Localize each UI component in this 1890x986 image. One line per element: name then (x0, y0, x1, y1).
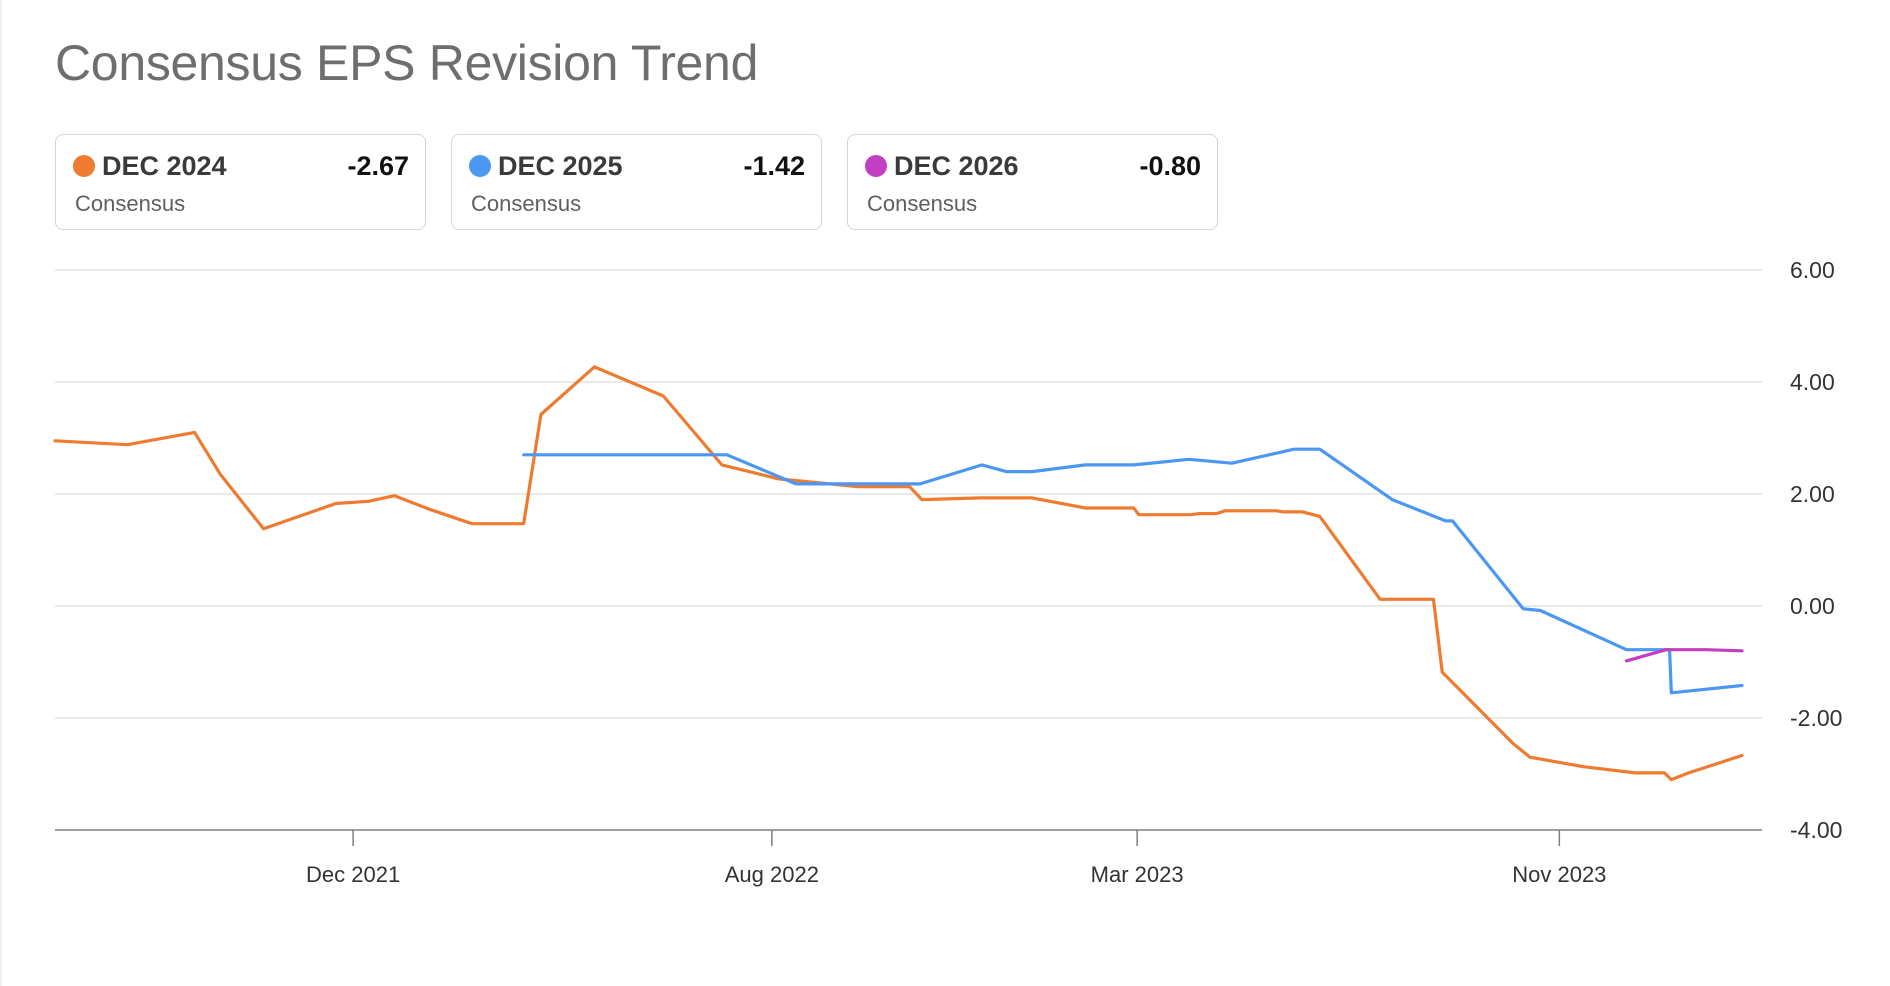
legend-series-name: DEC 2025 (498, 151, 623, 181)
y-tick-label: -2.00 (1790, 705, 1842, 731)
chart-title: Consensus EPS Revision Trend (55, 35, 759, 91)
left-edge-border (0, 0, 2, 986)
x-axis: Dec 2021 Aug 2022 Mar 2023 Nov 2023 (306, 830, 1606, 887)
legend-series-subtitle: Consensus (471, 191, 582, 216)
y-tick-label: 0.00 (1790, 593, 1835, 619)
series-color-dot-icon (73, 155, 95, 177)
legend-series-name: DEC 2026 (894, 151, 1019, 181)
y-tick-label: -4.00 (1790, 817, 1842, 843)
legend-series-value: -0.80 (1139, 151, 1201, 181)
series-line-dec-2024[interactable] (53, 365, 1744, 782)
x-tick-label: Aug 2022 (725, 862, 819, 887)
series-line-dec-2026[interactable] (1624, 648, 1744, 663)
legend-series-subtitle: Consensus (75, 191, 186, 216)
y-tick-label: 4.00 (1790, 369, 1835, 395)
y-tick-label: 6.00 (1790, 257, 1835, 283)
legend-card-dec-2024[interactable]: DEC 2024 -2.67 Consensus (55, 134, 426, 230)
grid-lines (55, 269, 1762, 831)
series-line-dec-2025[interactable] (522, 447, 1744, 695)
series-lines[interactable] (53, 365, 1744, 782)
legend-series-name: DEC 2024 (102, 151, 227, 181)
x-tick-label: Dec 2021 (306, 862, 400, 887)
legend-card-dec-2025[interactable]: DEC 2025 -1.42 Consensus (451, 134, 822, 230)
legend-series-value: -1.42 (743, 151, 805, 181)
y-axis-labels: 6.00 4.00 2.00 0.00 -2.00 -4.00 (1790, 257, 1842, 843)
legend-series-subtitle: Consensus (867, 191, 978, 216)
series-color-dot-icon (865, 155, 887, 177)
y-tick-label: 2.00 (1790, 481, 1835, 507)
series-color-dot-icon (469, 155, 491, 177)
legend-series-value: -2.67 (347, 151, 409, 181)
x-tick-label: Nov 2023 (1512, 862, 1606, 887)
x-tick-label: Mar 2023 (1091, 862, 1184, 887)
legend-card-dec-2026[interactable]: DEC 2026 -0.80 Consensus (847, 134, 1218, 230)
